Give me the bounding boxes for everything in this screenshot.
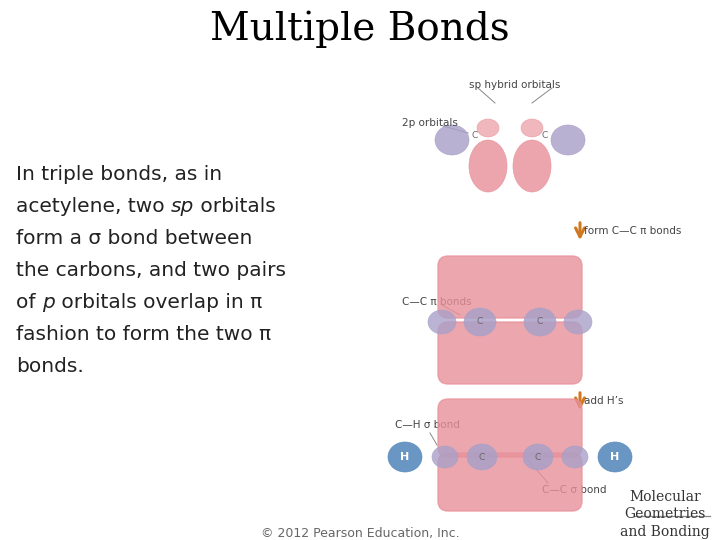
Ellipse shape xyxy=(467,444,497,470)
Text: acetylene, two: acetylene, two xyxy=(16,197,171,216)
Ellipse shape xyxy=(513,140,551,192)
FancyBboxPatch shape xyxy=(438,453,582,511)
Text: C—H σ bond: C—H σ bond xyxy=(395,420,460,430)
Text: fashion to form the two π: fashion to form the two π xyxy=(16,325,271,344)
Text: H: H xyxy=(611,452,620,462)
Text: C: C xyxy=(542,132,548,140)
Ellipse shape xyxy=(521,119,543,137)
Text: the carbons, and two pairs: the carbons, and two pairs xyxy=(16,261,286,280)
Text: H: H xyxy=(400,452,410,462)
Text: 2p orbitals: 2p orbitals xyxy=(402,118,458,128)
Text: of: of xyxy=(16,293,42,312)
Text: C: C xyxy=(472,132,478,140)
Text: orbitals: orbitals xyxy=(194,197,276,216)
FancyBboxPatch shape xyxy=(438,256,582,318)
Ellipse shape xyxy=(428,310,456,334)
Ellipse shape xyxy=(524,308,556,336)
Text: form C—C π bonds: form C—C π bonds xyxy=(584,226,681,237)
Text: p: p xyxy=(42,293,55,312)
Text: C: C xyxy=(535,453,541,462)
Text: C: C xyxy=(479,453,485,462)
Text: orbitals overlap in π: orbitals overlap in π xyxy=(55,293,262,312)
Ellipse shape xyxy=(562,446,588,468)
Text: sp hybrid orbitals: sp hybrid orbitals xyxy=(469,80,561,90)
Text: Molecular
Geometries
and Bonding: Molecular Geometries and Bonding xyxy=(620,490,710,538)
Text: bonds.: bonds. xyxy=(16,357,84,376)
Text: C: C xyxy=(537,318,543,327)
Ellipse shape xyxy=(477,119,499,137)
Text: © 2012 Pearson Education, Inc.: © 2012 Pearson Education, Inc. xyxy=(261,527,459,540)
Text: form a σ bond between: form a σ bond between xyxy=(16,229,253,248)
Ellipse shape xyxy=(388,442,422,472)
Text: C—C π bonds: C—C π bonds xyxy=(402,297,472,307)
Ellipse shape xyxy=(464,308,496,336)
Ellipse shape xyxy=(598,442,632,472)
FancyBboxPatch shape xyxy=(438,322,582,384)
Text: add H’s: add H’s xyxy=(584,396,624,407)
Text: In triple bonds, as in: In triple bonds, as in xyxy=(16,165,222,184)
Ellipse shape xyxy=(469,140,507,192)
Text: C—C σ bond: C—C σ bond xyxy=(542,485,606,495)
Text: sp: sp xyxy=(171,197,194,216)
Ellipse shape xyxy=(551,125,585,155)
Ellipse shape xyxy=(435,125,469,155)
Text: C: C xyxy=(477,318,483,327)
FancyBboxPatch shape xyxy=(438,399,582,457)
Ellipse shape xyxy=(564,310,592,334)
Ellipse shape xyxy=(523,444,553,470)
Text: Multiple Bonds: Multiple Bonds xyxy=(210,10,510,48)
Ellipse shape xyxy=(432,446,458,468)
